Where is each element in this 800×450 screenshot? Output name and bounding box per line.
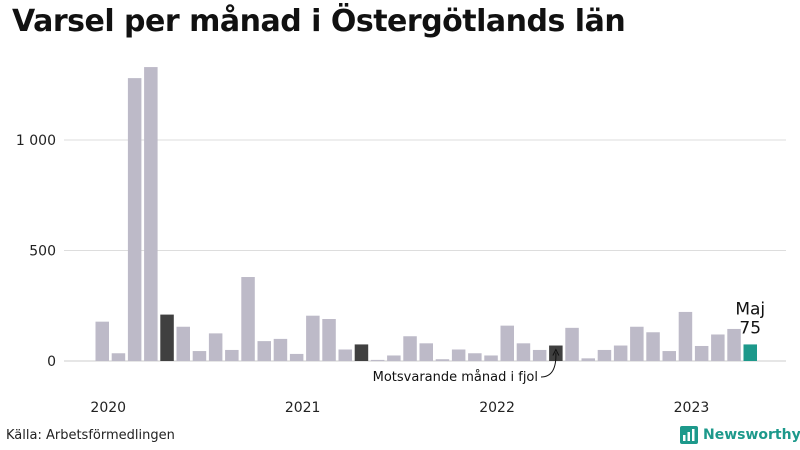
- x-year-label: 2023: [674, 400, 710, 416]
- x-year-label: 2022: [479, 400, 515, 416]
- current-month-label: Maj: [735, 299, 765, 319]
- bar: [435, 359, 450, 361]
- bar: [225, 349, 239, 361]
- bar: [419, 343, 433, 361]
- bar: [322, 319, 336, 361]
- x-year-label: 2021: [285, 400, 321, 416]
- bar: [597, 349, 612, 361]
- newsworthy-bar-chart-icon: [680, 426, 698, 444]
- bar: [273, 338, 288, 361]
- bar: [565, 327, 579, 361]
- bar: [176, 326, 190, 361]
- bar: [662, 351, 676, 361]
- bar: [678, 311, 693, 361]
- annotation-arrow-line: [540, 352, 557, 378]
- bar: [500, 325, 514, 361]
- bar: [711, 334, 725, 361]
- chart-title: Varsel per månad i Östergötlands län: [12, 4, 626, 39]
- current-value-label: 75: [739, 318, 761, 338]
- bar: [354, 344, 369, 361]
- bar: [111, 353, 126, 361]
- bar: [451, 349, 466, 361]
- bar: [403, 336, 417, 361]
- bar: [743, 344, 757, 361]
- bar: [694, 345, 709, 361]
- bar: [646, 332, 660, 361]
- bar: [370, 359, 385, 361]
- y-tick-label: 1 000: [16, 133, 56, 149]
- bar: [581, 358, 595, 361]
- brand-name: Newsworthy: [703, 427, 800, 443]
- x-year-label: 2020: [90, 400, 126, 416]
- bar: [144, 67, 158, 361]
- newsworthy-logo: Newsworthy: [680, 426, 800, 444]
- bar: [516, 343, 531, 361]
- bar: [727, 328, 741, 361]
- bar: [306, 315, 320, 361]
- bar: [468, 353, 482, 361]
- bar: [208, 333, 223, 361]
- bar: [241, 277, 255, 361]
- bar: [257, 341, 271, 361]
- y-tick-label: 500: [29, 244, 56, 260]
- bar: [484, 355, 498, 361]
- y-tick-label: 0: [47, 354, 56, 370]
- bar: [289, 353, 304, 361]
- bar: [338, 349, 352, 361]
- bar: [387, 355, 401, 361]
- annotation-arrow-head: [552, 348, 560, 356]
- bar: [192, 351, 207, 361]
- bar: [127, 78, 142, 362]
- source-note: Källa: Arbetsförmedlingen: [6, 428, 175, 443]
- bar: [95, 321, 109, 361]
- bar: [532, 349, 547, 361]
- bar: [613, 345, 628, 361]
- bar: [630, 326, 644, 361]
- annotation-text: Motsvarande månad i fjol: [373, 370, 538, 385]
- bar: [160, 314, 174, 361]
